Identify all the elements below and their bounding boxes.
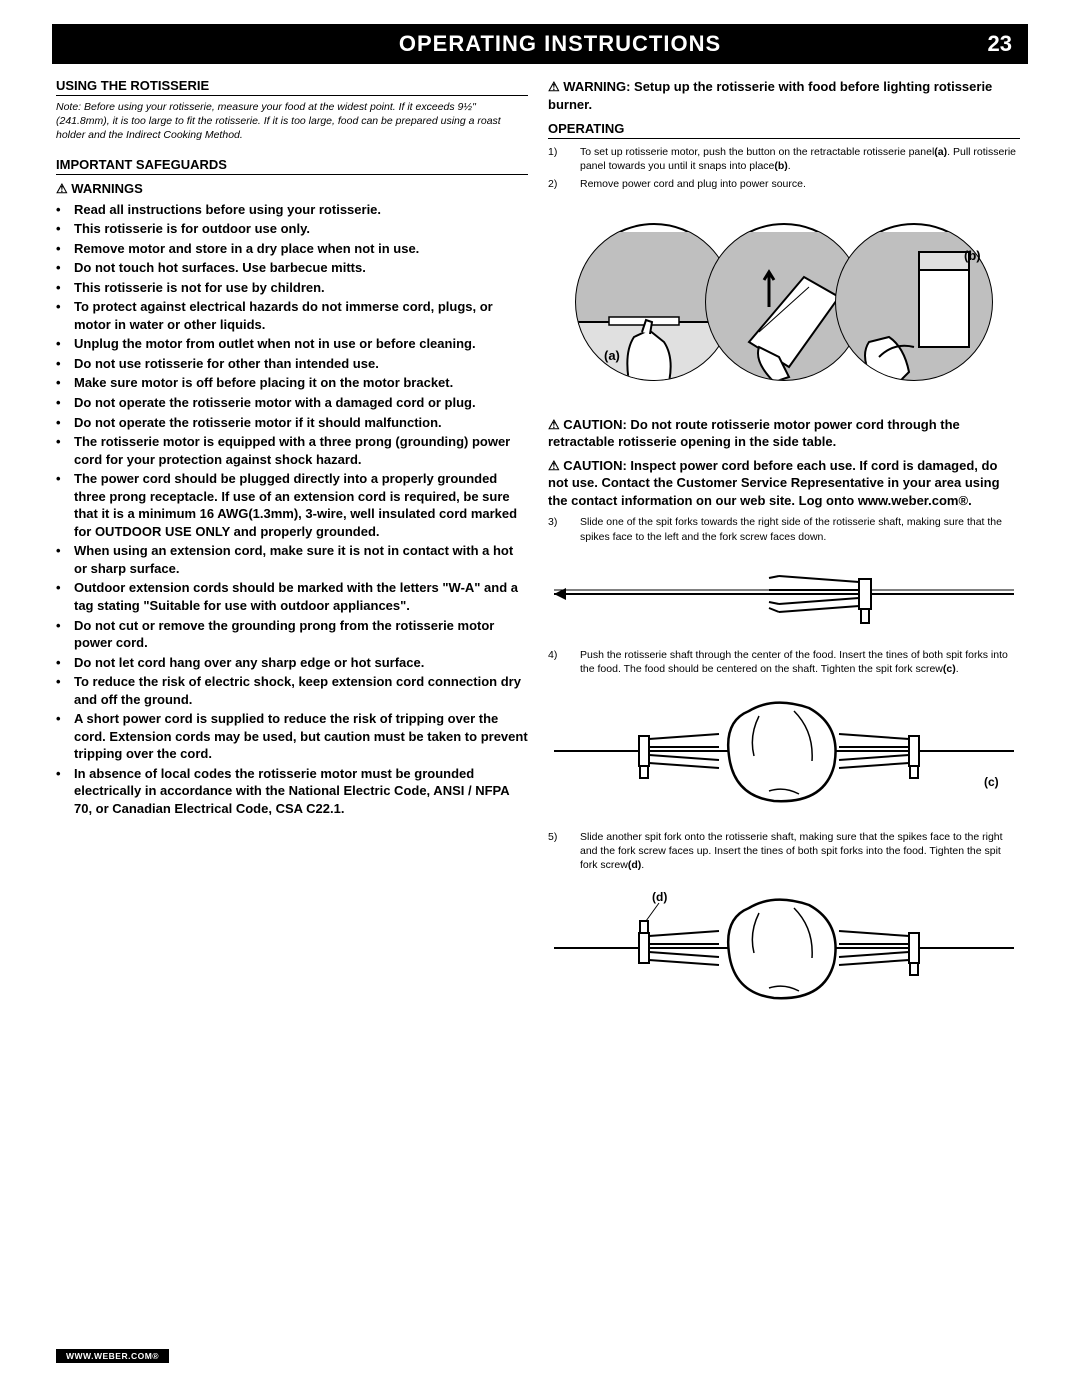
warning-item: A short power cord is supplied to reduce… [56, 710, 528, 763]
warning-item: This rotisserie is not for use by childr… [56, 279, 528, 297]
step-3: Slide one of the spit forks towards the … [548, 515, 1020, 543]
figure-food-shaft-c: (c) [548, 686, 1020, 816]
operating-heading: OPERATING [548, 121, 1020, 139]
step-2: Remove power cord and plug into power so… [548, 177, 1020, 191]
figure-panel-motor: (a) [548, 202, 1020, 402]
setup-warning: ⚠ WARNING: Setup up the rotisserie with … [548, 78, 1020, 113]
warning-item: Read all instructions before using your … [56, 201, 528, 219]
figure-spit-fork [548, 554, 1020, 634]
caution-inspect-cord: ⚠ CAUTION: Inspect power cord before eac… [548, 457, 1020, 510]
warnings-list: Read all instructions before using your … [56, 201, 528, 818]
step-4: Push the rotisserie shaft through the ce… [548, 648, 1020, 676]
right-column: ⚠ WARNING: Setup up the rotisserie with … [548, 78, 1020, 1027]
header-title: OPERATING INSTRUCTIONS [399, 31, 721, 57]
figure-food-shaft-d: (d) [548, 883, 1020, 1013]
operating-steps-1-2: To set up rotisserie motor, push the but… [548, 145, 1020, 192]
warning-item: Do not operate the rotisserie motor if i… [56, 414, 528, 432]
warning-item: Do not operate the rotisserie motor with… [56, 394, 528, 412]
warning-item: Do not use rotisserie for other than int… [56, 355, 528, 373]
warning-item: Do not cut or remove the grounding prong… [56, 617, 528, 652]
warning-item: Do not let cord hang over any sharp edge… [56, 654, 528, 672]
svg-text:(b): (b) [964, 248, 981, 263]
operating-step-3: Slide one of the spit forks towards the … [548, 515, 1020, 543]
step-1: To set up rotisserie motor, push the but… [548, 145, 1020, 173]
warning-item: The rotisserie motor is equipped with a … [56, 433, 528, 468]
warning-item: The power cord should be plugged directl… [56, 470, 528, 540]
using-rotisserie-title: USING THE ROTISSERIE [56, 78, 528, 96]
warning-item: Make sure motor is off before placing it… [56, 374, 528, 392]
warning-item: To reduce the risk of electric shock, ke… [56, 673, 528, 708]
operating-step-4: Push the rotisserie shaft through the ce… [548, 648, 1020, 676]
step-5: Slide another spit fork onto the rotisse… [548, 830, 1020, 873]
warning-item: To protect against electrical hazards do… [56, 298, 528, 333]
svg-text:(c): (c) [984, 775, 999, 789]
operating-step-5: Slide another spit fork onto the rotisse… [548, 830, 1020, 873]
safeguards-title: IMPORTANT SAFEGUARDS [56, 157, 528, 175]
warnings-heading: ⚠ WARNINGS [56, 181, 528, 197]
warning-item: When using an extension cord, make sure … [56, 542, 528, 577]
caution-cord-route: ⚠ CAUTION: Do not route rotisserie motor… [548, 416, 1020, 451]
page-number: 23 [988, 31, 1012, 57]
warning-item: In absence of local codes the rotisserie… [56, 765, 528, 818]
left-column: USING THE ROTISSERIE Note: Before using … [56, 78, 528, 1027]
warning-item: Unplug the motor from outlet when not in… [56, 335, 528, 353]
footer-url: WWW.WEBER.COM® [56, 1349, 169, 1363]
warning-item: Remove motor and store in a dry place wh… [56, 240, 528, 258]
svg-text:(a): (a) [604, 348, 620, 363]
page-header: OPERATING INSTRUCTIONS 23 [52, 24, 1028, 64]
svg-text:(d): (d) [652, 890, 667, 904]
rotisserie-note: Note: Before using your rotisserie, meas… [56, 100, 528, 143]
warning-item: Do not touch hot surfaces. Use barbecue … [56, 259, 528, 277]
warning-item: This rotisserie is for outdoor use only. [56, 220, 528, 238]
warning-item: Outdoor extension cords should be marked… [56, 579, 528, 614]
